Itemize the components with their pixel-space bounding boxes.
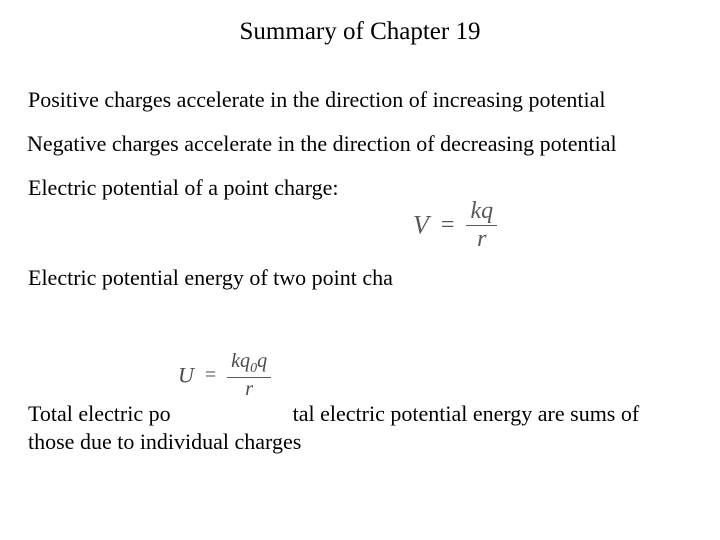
text-negative-charges: Negative charges accelerate in the direc…	[27, 130, 617, 158]
text-point-charge-potential: Electric potential of a point charge:	[28, 174, 339, 202]
formula-u-fraction: kq0q r	[227, 350, 271, 401]
formula-v-eq: =	[441, 212, 455, 238]
formula-u-eq: =	[205, 364, 216, 386]
text-potential-energy-two-charges: Electric potential energy of two point c…	[28, 264, 393, 292]
formula-v-fraction: kq r	[466, 198, 497, 253]
text-fragment-left: Total electric po	[28, 401, 171, 426]
formula-u-equals-kq0q-over-r: U = kq0q r	[178, 350, 271, 401]
formula-u-lhs: U	[178, 363, 194, 388]
formula-u-numerator: kq0q	[227, 350, 271, 378]
formula-v-lhs: V	[413, 211, 429, 240]
formula-v-equals-kq-over-r: V = kq r	[413, 198, 497, 253]
text-total-potential-summary: Total electric potal electric potential …	[28, 400, 668, 455]
formula-u-denominator: r	[227, 378, 271, 401]
page-title: Summary of Chapter 19	[0, 18, 720, 46]
formula-v-denominator: r	[466, 226, 497, 253]
formula-v-numerator: kq	[466, 198, 497, 226]
text-positive-charges: Positive charges accelerate in the direc…	[28, 86, 605, 114]
